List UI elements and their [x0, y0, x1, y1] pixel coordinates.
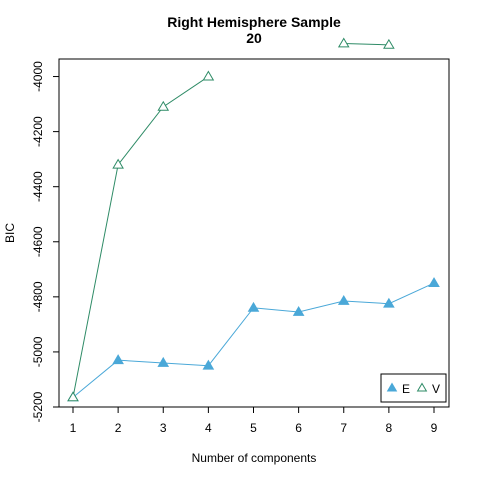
x-tick-label: 9 [431, 421, 438, 435]
x-tick-label: 3 [160, 421, 167, 435]
y-tick-label: -5000 [31, 336, 45, 367]
chart-subtitle: 20 [246, 30, 262, 46]
x-tick-label: 1 [70, 421, 77, 435]
data-point-e [428, 277, 440, 287]
legend-label-e: E [402, 382, 410, 396]
data-point-v [157, 100, 170, 111]
series-line-e [72, 282, 435, 398]
series-line-v [72, 76, 209, 398]
series-layer [67, 37, 440, 402]
x-tick-label: 8 [386, 421, 393, 435]
x-tick-label: 7 [340, 421, 347, 435]
legend-marker-v [416, 382, 428, 392]
x-tick-label: 5 [250, 421, 257, 435]
plot-frame [58, 58, 450, 408]
data-point-v [112, 158, 124, 169]
y-tick-label: -4600 [31, 226, 45, 257]
data-point-e [337, 294, 350, 305]
data-point-v [337, 37, 350, 48]
y-axis-label: BIC [3, 223, 17, 243]
x-tick-label: 2 [115, 421, 122, 435]
y-tick-label: -4200 [31, 116, 45, 147]
legend-marker-e [386, 382, 398, 392]
data-point-e [157, 356, 170, 367]
data-point-v [202, 70, 215, 81]
y-tick-label: -5200 [31, 391, 45, 422]
y-tick-label: -4800 [31, 281, 45, 312]
data-point-v [383, 38, 395, 49]
series-line-v [343, 42, 389, 46]
x-axis-label: Number of components [192, 451, 317, 465]
y-tick-label: -4000 [31, 61, 45, 92]
data-point-e [383, 297, 395, 308]
data-point-e [112, 354, 124, 365]
data-point-e [202, 359, 215, 370]
data-point-e [247, 301, 260, 312]
legend: E V [380, 373, 447, 403]
data-point-e [292, 305, 305, 316]
x-axis: 1 2 3 4 5 6 7 8 9 [70, 407, 438, 435]
chart-title: Right Hemisphere Sample [167, 14, 341, 30]
y-axis: -5200 -5000 -4800 -4600 -4400 -4200 -4000 [31, 61, 59, 422]
legend-label-v: V [432, 382, 440, 396]
y-tick-label: -4400 [31, 171, 45, 202]
data-point-v [67, 391, 79, 402]
x-tick-label: 4 [205, 421, 212, 435]
series-v [67, 37, 395, 402]
x-tick-label: 6 [295, 421, 302, 435]
